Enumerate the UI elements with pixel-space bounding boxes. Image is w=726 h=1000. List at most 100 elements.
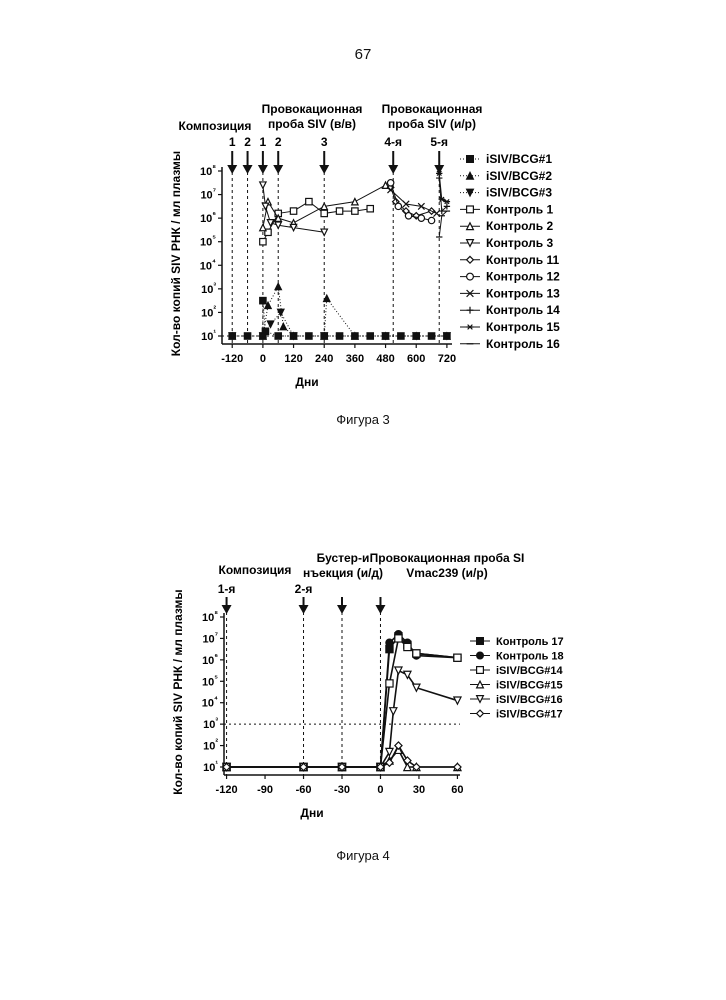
x-tick-label: 720 — [438, 353, 456, 365]
data-point — [386, 759, 393, 766]
y-tick-label: 10⁵ — [202, 673, 218, 688]
legend-marker — [467, 325, 474, 330]
legend-label: Контроль 3 — [486, 236, 553, 250]
data-point — [306, 198, 312, 204]
legend-marker — [477, 638, 484, 645]
y-tick-label: 10⁷ — [200, 187, 216, 202]
series-Контроль 15 — [436, 171, 450, 204]
data-point — [418, 215, 424, 221]
y-tick-label: 10¹ — [201, 328, 216, 343]
legend-marker — [467, 206, 474, 213]
x-axis-label: Дни — [295, 375, 318, 389]
x-tick-label: 60 — [451, 784, 463, 796]
event-label: 2 — [244, 135, 251, 149]
legend-marker — [477, 710, 484, 717]
header-label: нъекция (и/д) — [303, 566, 383, 580]
y-tick-label: 10² — [201, 304, 216, 319]
series-Контроль 17 — [223, 633, 461, 771]
data-point — [405, 213, 411, 219]
x-tick-label: 0 — [260, 353, 266, 365]
legend-label: Контроль 15 — [486, 320, 560, 334]
legend-label: Контроль 2 — [486, 219, 553, 233]
legend-marker — [477, 652, 484, 659]
data-point — [336, 208, 342, 214]
series-iSIV/BCG#16 — [223, 667, 461, 771]
y-tick-label: 10⁵ — [200, 234, 216, 249]
y-tick-label: 10⁸ — [202, 609, 218, 624]
data-point — [352, 208, 358, 214]
figure-3-caption: Фигура 3 — [0, 412, 726, 427]
data-point — [395, 635, 402, 642]
data-point — [260, 239, 266, 245]
legend: Контроль 17 Контроль 18 iSIV/BCG#14 iSIV/BC… — [470, 636, 564, 721]
y-tick-label: 10⁴ — [200, 257, 216, 272]
y-tick-label: 10⁴ — [202, 695, 218, 710]
legend-label: iSIV/BCG#1 — [486, 152, 552, 166]
y-tick-label: 10³ — [201, 281, 216, 296]
data-point — [454, 654, 461, 661]
legend-label: Контроль 17 — [496, 636, 564, 648]
legend-label: iSIV/BCG#3 — [486, 186, 552, 200]
data-point — [428, 217, 434, 223]
data-point — [267, 220, 273, 226]
legend-label: iSIV/BCG#17 — [496, 709, 563, 721]
data-point — [404, 643, 411, 650]
series-Контроль 18 — [223, 631, 461, 771]
header-label: проба SIV (в/в) — [268, 117, 356, 131]
event-label: 4-я — [384, 135, 402, 149]
chart-4: 10¹10²10³10⁴10⁵10⁶10⁷10⁸-120-90-60-30030… — [171, 551, 564, 820]
event-label: 2 — [275, 135, 282, 149]
legend-label: Контроль 18 — [496, 651, 564, 663]
legend: iSIV/BCG#1iSIV/BCG#2iSIV/BCG#3Контроль 1… — [460, 152, 560, 351]
data-point — [352, 198, 358, 204]
chart-3: 10¹10²10³10⁴10⁵10⁶10⁷10⁸-120012024036048… — [169, 102, 560, 389]
x-tick-label: 480 — [376, 353, 394, 365]
y-tick-label: 10⁶ — [202, 652, 218, 667]
figure-4-caption: Фигура 4 — [0, 848, 726, 863]
data-point — [324, 295, 330, 301]
x-tick-label: -30 — [334, 784, 350, 796]
data-point — [275, 222, 281, 228]
event-label: 2-я — [295, 582, 313, 596]
x-tick-label: 600 — [407, 353, 425, 365]
data-point — [275, 333, 281, 339]
event-label: 3 — [321, 135, 328, 149]
data-point — [290, 208, 296, 214]
event-label: 1-я — [218, 582, 236, 596]
legend-label: iSIV/BCG#14 — [496, 665, 564, 677]
y-tick-label: 10⁷ — [202, 630, 218, 645]
y-tick-label: 10⁸ — [200, 163, 216, 178]
data-point — [387, 180, 393, 186]
data-point — [390, 708, 397, 715]
x-axis-label: Дни — [300, 806, 323, 820]
legend-marker — [467, 273, 474, 280]
data-point — [386, 680, 393, 687]
data-point — [367, 206, 373, 212]
legend-marker — [467, 307, 474, 314]
header-label: Провокационная — [262, 102, 363, 116]
x-tick-label: 360 — [346, 353, 364, 365]
data-point — [260, 297, 266, 303]
data-point — [386, 639, 393, 646]
legend-label: Контроль 1 — [486, 202, 553, 216]
event-label: 1 — [229, 135, 236, 149]
data-point — [260, 182, 266, 188]
legend-label: Контроль 11 — [486, 253, 559, 267]
y-tick-label: 10² — [203, 738, 218, 753]
data-point — [321, 210, 327, 216]
y-axis-label: Кол-во копий SIV РНК / мл плазмы — [171, 589, 185, 794]
header-label: Композиция — [219, 563, 292, 577]
data-point — [260, 224, 266, 230]
x-tick-label: 0 — [377, 784, 383, 796]
header-label: Бустер-и — [317, 551, 370, 565]
legend-label: Контроль 12 — [486, 270, 560, 284]
series-line — [439, 211, 447, 237]
data-point — [321, 229, 327, 235]
x-tick-label: 120 — [284, 353, 302, 365]
legend-label: Контроль 13 — [486, 286, 560, 300]
x-tick-label: -120 — [216, 784, 238, 796]
header-label: проба SIV (и/р) — [388, 117, 476, 131]
legend-marker — [467, 256, 474, 263]
data-point — [386, 748, 393, 755]
y-axis-label: Кол-во копий SIV РНК / мл плазмы — [169, 151, 183, 356]
